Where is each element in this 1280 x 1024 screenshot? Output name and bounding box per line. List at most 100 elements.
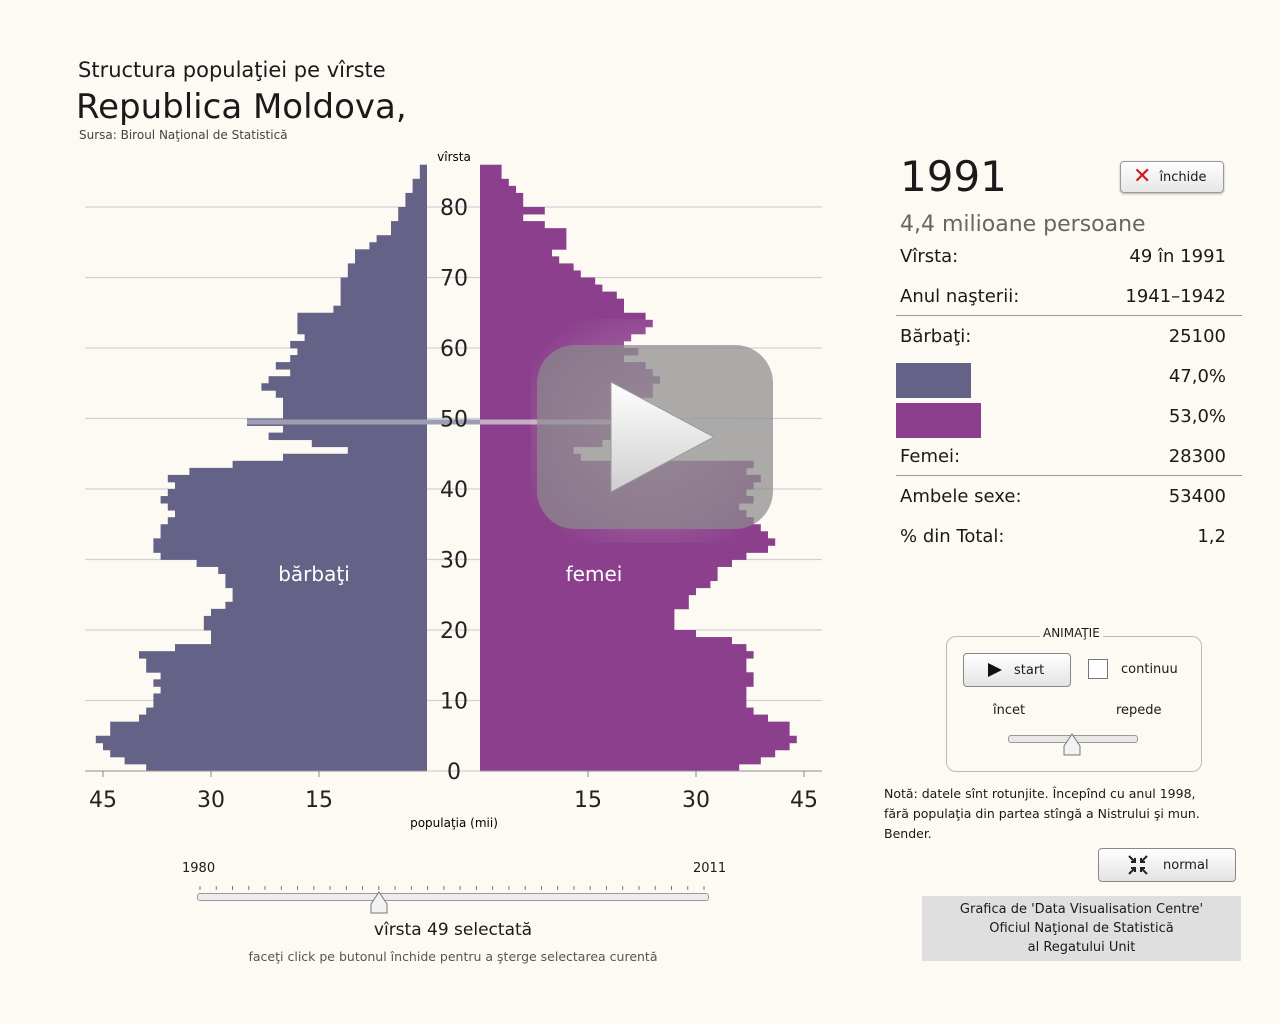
bar-women[interactable] <box>480 644 747 652</box>
bar-women[interactable] <box>480 756 761 765</box>
bar-men[interactable] <box>398 214 427 222</box>
bar-men[interactable] <box>139 651 427 659</box>
bar-women[interactable] <box>480 164 502 173</box>
bar-men[interactable] <box>189 467 427 476</box>
bar-women[interactable] <box>480 277 596 285</box>
bar-men[interactable] <box>146 763 427 772</box>
bar-women[interactable] <box>480 735 797 744</box>
bar-women[interactable] <box>480 207 545 215</box>
bar-women[interactable] <box>480 566 718 574</box>
bar-men[interactable] <box>95 735 428 744</box>
bar-women[interactable] <box>480 630 696 638</box>
bar-women[interactable] <box>480 728 790 737</box>
bar-men[interactable] <box>153 545 427 553</box>
bar-men[interactable] <box>110 721 427 730</box>
bar-women[interactable] <box>480 256 560 264</box>
bar-women[interactable] <box>480 615 675 624</box>
bar-women[interactable] <box>480 249 552 257</box>
bar-men[interactable] <box>412 178 427 187</box>
bar-men[interactable] <box>167 474 428 483</box>
bar-men[interactable] <box>124 756 427 765</box>
bar-men[interactable] <box>290 369 427 377</box>
bar-men[interactable] <box>391 228 427 236</box>
bar-men[interactable] <box>203 615 427 624</box>
bar-men[interactable] <box>225 580 427 589</box>
bar-men[interactable] <box>232 587 427 596</box>
bar-men[interactable] <box>405 199 427 208</box>
close-button[interactable]: ✕ închide <box>1120 161 1224 193</box>
bar-men[interactable] <box>218 566 427 574</box>
bar-men[interactable] <box>304 333 427 342</box>
bar-men[interactable] <box>160 552 427 560</box>
bar-women[interactable] <box>480 693 747 701</box>
bar-women[interactable] <box>480 580 711 589</box>
bar-men[interactable] <box>232 460 427 469</box>
speed-slider-thumb[interactable] <box>1062 733 1082 757</box>
bar-men[interactable] <box>355 249 427 257</box>
bar-men[interactable] <box>275 390 427 398</box>
bar-men[interactable] <box>333 305 427 314</box>
bar-men[interactable] <box>146 707 427 715</box>
bar-women[interactable] <box>480 242 567 250</box>
bar-women[interactable] <box>480 298 624 307</box>
bar-men[interactable] <box>160 672 427 680</box>
bar-women[interactable] <box>480 700 747 708</box>
bar-women[interactable] <box>480 221 545 229</box>
bar-men[interactable] <box>160 686 427 694</box>
bar-men[interactable] <box>290 340 427 349</box>
bar-men[interactable] <box>153 679 427 687</box>
bar-men[interactable] <box>340 291 427 300</box>
bar-men[interactable] <box>211 608 427 617</box>
bar-men[interactable] <box>167 517 428 525</box>
bar-women[interactable] <box>480 573 718 582</box>
bar-men[interactable] <box>412 185 427 194</box>
bar-women[interactable] <box>480 749 776 758</box>
bar-women[interactable] <box>480 608 675 617</box>
bar-women[interactable] <box>480 291 617 300</box>
bar-women[interactable] <box>480 672 754 680</box>
bar-men[interactable] <box>268 432 427 441</box>
bar-men[interactable] <box>153 700 427 708</box>
bar-men[interactable] <box>261 383 427 391</box>
bar-men[interactable] <box>391 221 427 229</box>
bar-men[interactable] <box>139 714 427 723</box>
bar-men[interactable] <box>167 503 428 511</box>
bar-men[interactable] <box>376 235 427 243</box>
bar-women[interactable] <box>480 214 524 222</box>
bar-men[interactable] <box>347 446 427 455</box>
bar-men[interactable] <box>419 164 427 173</box>
bar-women[interactable] <box>480 594 689 603</box>
bar-men[interactable] <box>347 270 427 278</box>
bar-men[interactable] <box>311 439 427 448</box>
bar-women[interactable] <box>480 601 689 610</box>
start-button[interactable]: start <box>963 653 1071 687</box>
bar-men[interactable] <box>355 256 427 264</box>
bar-men[interactable] <box>110 728 427 737</box>
bar-men[interactable] <box>110 749 427 758</box>
play-video-overlay[interactable] <box>531 319 774 543</box>
bar-women[interactable] <box>480 453 581 462</box>
bar-women[interactable] <box>480 545 768 553</box>
bar-women[interactable] <box>480 199 524 208</box>
normal-size-button[interactable]: normal <box>1098 848 1236 882</box>
bar-men[interactable] <box>290 355 427 363</box>
bar-men[interactable] <box>196 559 427 567</box>
bar-women[interactable] <box>480 185 516 194</box>
bar-women[interactable] <box>480 707 754 715</box>
bar-women[interactable] <box>480 263 574 271</box>
bar-men[interactable] <box>283 425 427 433</box>
bar-men[interactable] <box>225 601 427 610</box>
year-slider-thumb[interactable] <box>369 891 389 915</box>
bar-men[interactable] <box>275 362 427 370</box>
bar-men[interactable] <box>297 319 427 328</box>
bar-women[interactable] <box>480 742 790 751</box>
bar-men[interactable] <box>297 326 427 335</box>
bar-women[interactable] <box>480 305 624 314</box>
bar-men[interactable] <box>405 192 427 201</box>
bar-women[interactable] <box>480 171 502 180</box>
bar-women[interactable] <box>480 721 790 730</box>
bar-men[interactable] <box>153 538 427 546</box>
bar-men[interactable] <box>232 594 427 603</box>
bar-women[interactable] <box>480 679 754 687</box>
bar-men[interactable] <box>283 404 427 412</box>
